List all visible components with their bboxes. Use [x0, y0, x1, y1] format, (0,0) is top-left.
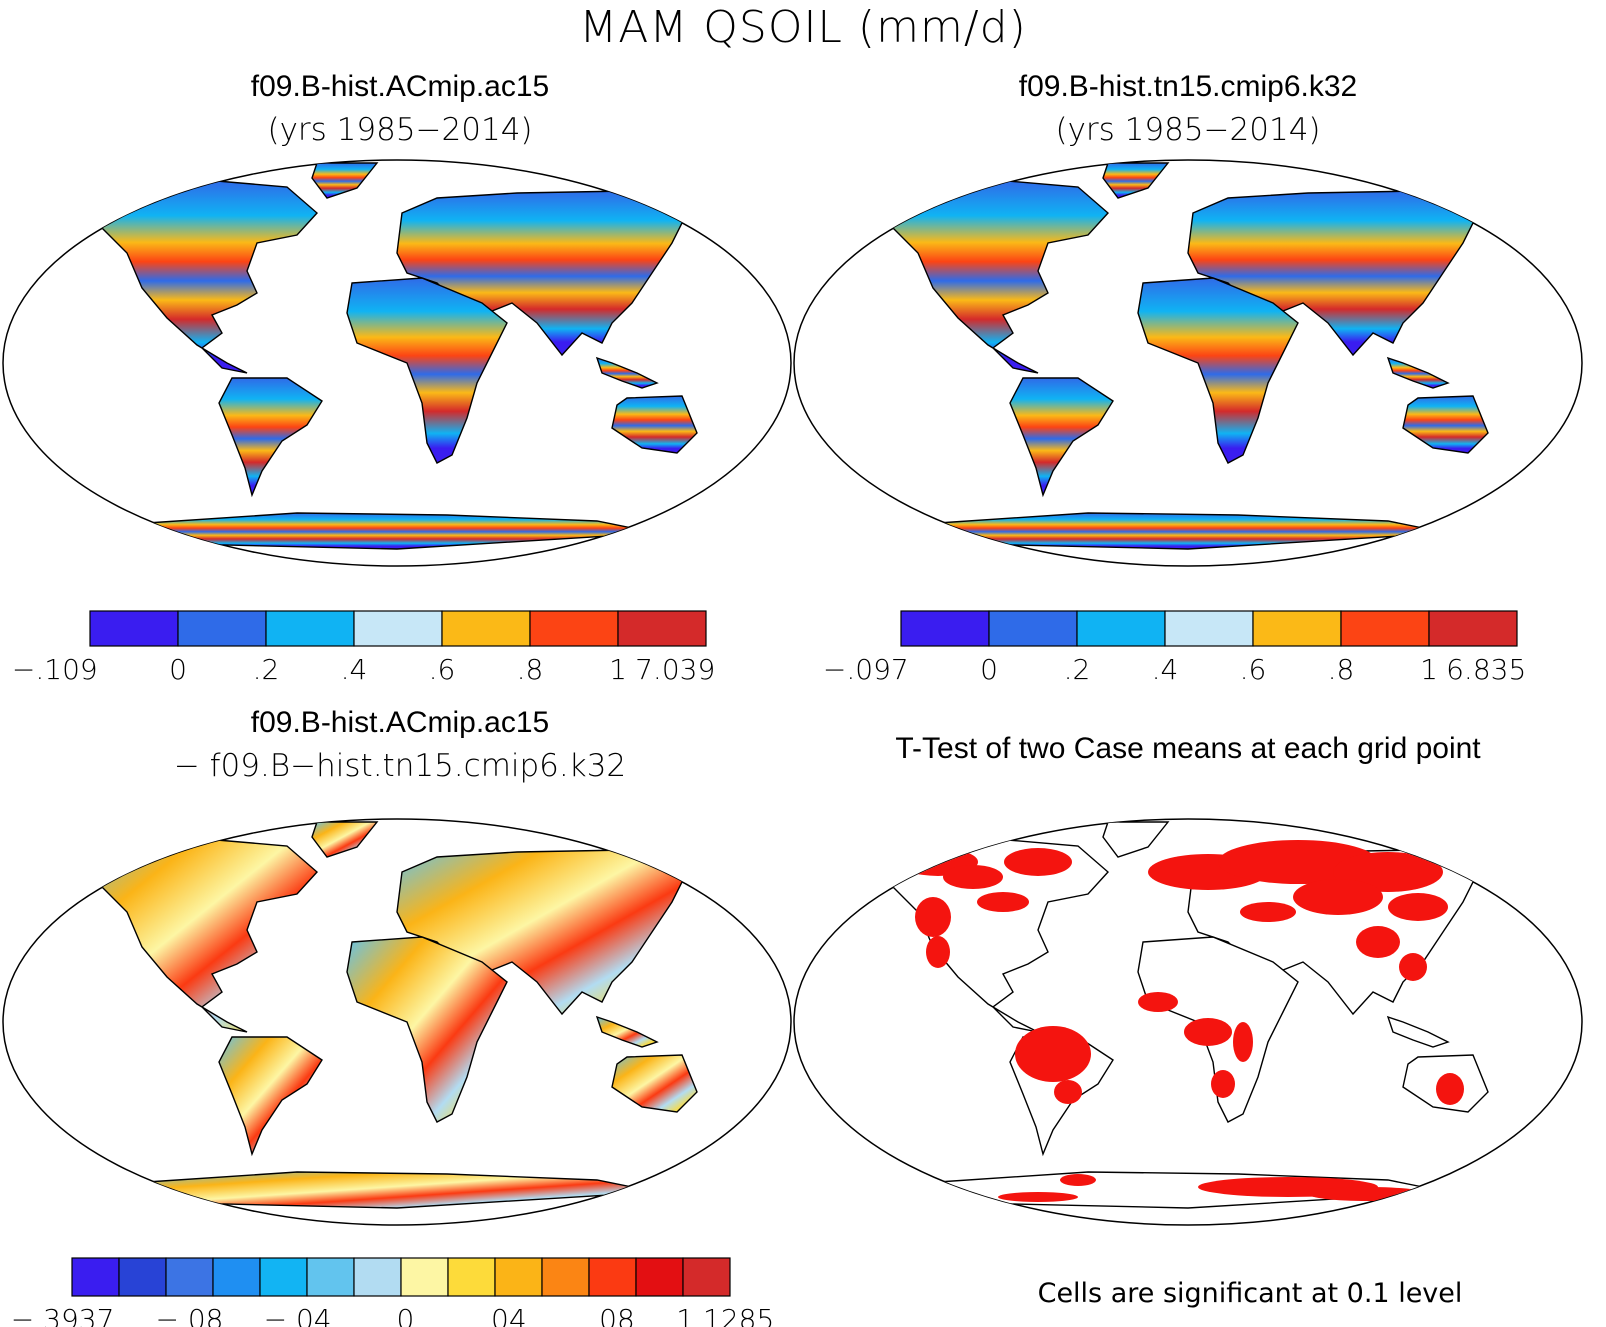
difference-colorbar-swatch [118, 1257, 167, 1297]
ttest-significant-patch [977, 892, 1029, 912]
case1-colorbar: −.109 0 .2 .4 .6 .8 1 7.039 [12, 610, 715, 686]
case2-colorbar-tick-label: 6.835 [1446, 653, 1526, 686]
case1-subtitle: (yrs 1985−2014) [267, 112, 533, 148]
ttest-significant-patch [998, 1192, 1078, 1202]
difference-colorbar-swatch [447, 1257, 496, 1297]
case2-colorbar-swatch [900, 610, 990, 647]
case2-colorbar-tick-label: .4 [1152, 653, 1179, 686]
ttest-significant-patch [1308, 1187, 1428, 1201]
ttest-significant-patch [1293, 879, 1383, 915]
ttest-significant-patch [1388, 893, 1448, 921]
case1-colorbar-tick-label: .8 [517, 653, 544, 686]
difference-colorbar-tick-label: −.04 [264, 1303, 332, 1327]
difference-colorbar: −.3937 −.08 −.04 .0 .04 .08 1.1285 [11, 1257, 774, 1327]
ttest-significant-patch [1211, 1070, 1235, 1098]
ttest-significant-patch [926, 936, 950, 968]
case2-title: f09.B-hist.tn15.cmip6.k32 [1018, 70, 1358, 103]
case2-colorbar-swatch [988, 610, 1078, 647]
case2-colorbar-tick-label: 1 [1420, 653, 1438, 686]
case1-colorbar-swatch [89, 610, 179, 647]
case1-colorbar-swatch [353, 610, 443, 647]
case2-colorbar-tick-label: .2 [1064, 653, 1091, 686]
difference-colorbar-swatch [353, 1257, 402, 1297]
case2-colorbar-tick-label: 0 [980, 653, 998, 686]
case1-map [2, 159, 792, 567]
ttest-significant-patch [943, 865, 1003, 889]
case2-colorbar-swatch [1340, 610, 1430, 647]
case2-colorbar-swatch [1076, 610, 1166, 647]
ttest-significant-patch [1015, 1026, 1091, 1082]
case1-colorbar-swatch [617, 610, 707, 647]
case2-colorbar-tick-label: −.097 [823, 653, 909, 686]
ttest-significant-patch [915, 897, 951, 937]
case2-colorbar-tick-label: .8 [1328, 653, 1355, 686]
case2-colorbar-swatch [1164, 610, 1254, 647]
case1-colorbar-tick-label: 7.039 [635, 653, 715, 686]
difference-title: f09.B-hist.ACmip.ac15 [250, 706, 550, 739]
case1-colorbar-swatch [177, 610, 267, 647]
ttest-significant-cells [898, 840, 1464, 1202]
case1-colorbar-swatch [265, 610, 355, 647]
difference-colorbar-tick-label: 1.1285 [676, 1303, 774, 1327]
difference-colorbar-swatch [682, 1257, 731, 1297]
ttest-title: T-Test of two Case means at each grid po… [895, 732, 1481, 765]
difference-colorbar-swatch [400, 1257, 449, 1297]
difference-colorbar-swatch [635, 1257, 684, 1297]
difference-colorbar-swatch [588, 1257, 637, 1297]
ttest-significant-patch [1399, 953, 1427, 981]
difference-colorbar-tick-label: .0 [388, 1303, 415, 1327]
ttest-significant-patch [1054, 1080, 1082, 1104]
case1-colorbar-tick-label: .4 [341, 653, 368, 686]
case1-colorbar-tick-label: .6 [429, 653, 456, 686]
case1-colorbar-swatch [529, 610, 619, 647]
difference-colorbar-swatch [259, 1257, 308, 1297]
case2-colorbar: −.097 0 .2 .4 .6 .8 1 6.835 [823, 610, 1526, 686]
difference-colorbar-swatch [165, 1257, 214, 1297]
ttest-significant-patch [1004, 848, 1072, 876]
case2-subtitle: (yrs 1985−2014) [1055, 112, 1321, 148]
ttest-significant-patch [1233, 1022, 1253, 1062]
difference-map [2, 818, 792, 1226]
ttest-significant-patch [1356, 926, 1400, 958]
difference-colorbar-swatch [212, 1257, 261, 1297]
ttest-significant-patch [1060, 1174, 1096, 1186]
ttest-significant-patch [1184, 1018, 1232, 1046]
case2-colorbar-swatch [1428, 610, 1518, 647]
case2-colorbar-swatch [1252, 610, 1342, 647]
difference-colorbar-swatch [71, 1257, 120, 1297]
ttest-significant-patch [1240, 902, 1296, 922]
ttest-significant-patch [1436, 1073, 1464, 1105]
ttest-map [793, 818, 1583, 1226]
difference-subtitle: − f09.B−hist.tn15.cmip6.k32 [173, 748, 627, 784]
ttest-note: Cells are significant at 0.1 level [1037, 1278, 1463, 1309]
difference-colorbar-tick-label: .08 [590, 1303, 635, 1327]
case1-title: f09.B-hist.ACmip.ac15 [250, 70, 550, 103]
case1-colorbar-swatch [441, 610, 531, 647]
case1-colorbar-tick-label: 0 [169, 653, 187, 686]
difference-colorbar-swatch [494, 1257, 543, 1297]
case1-colorbar-tick-label: −.109 [12, 653, 98, 686]
case2-map [793, 159, 1583, 567]
difference-colorbar-swatch [306, 1257, 355, 1297]
difference-colorbar-tick-label: −.08 [156, 1303, 224, 1327]
ttest-significant-patch [1138, 992, 1178, 1012]
case1-colorbar-tick-label: .2 [253, 653, 280, 686]
difference-colorbar-tick-label: −.3937 [11, 1303, 115, 1327]
figure-title: MAM QSOIL (mm/d) [579, 2, 1027, 53]
difference-colorbar-swatch [541, 1257, 590, 1297]
case1-colorbar-tick-label: 1 [609, 653, 627, 686]
case2-colorbar-tick-label: .6 [1240, 653, 1267, 686]
difference-colorbar-tick-label: .04 [482, 1303, 527, 1327]
